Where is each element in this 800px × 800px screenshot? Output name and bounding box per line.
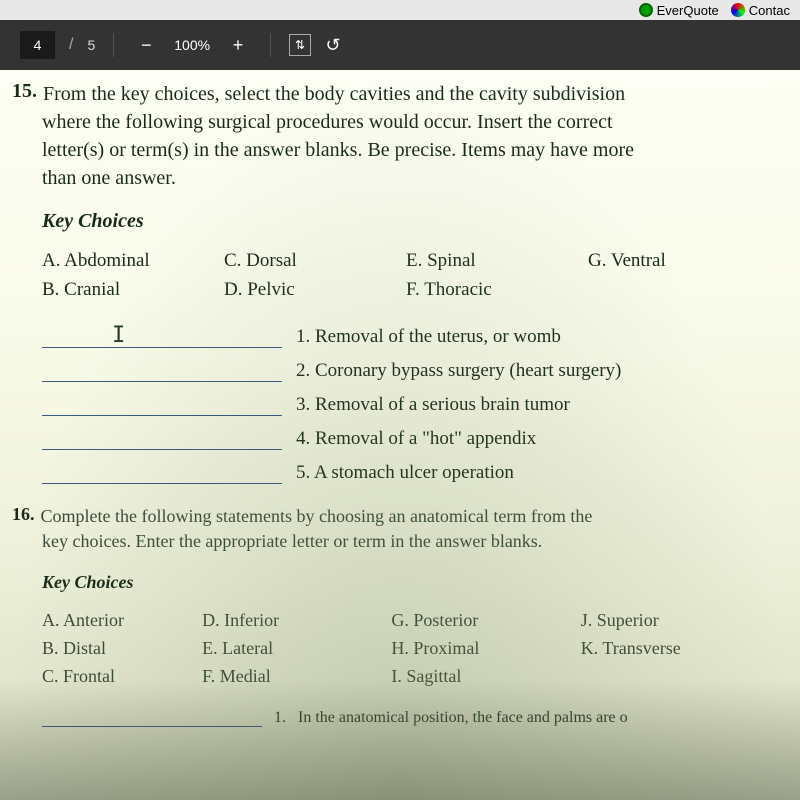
answer-row: I 1. Removal of the uterus, or womb xyxy=(42,326,770,348)
choice: A. Anterior xyxy=(42,607,202,635)
question-text-line: where the following surgical procedures … xyxy=(42,108,770,136)
choice: E. Spinal xyxy=(406,247,588,276)
question-15: 15. From the key choices, select the bod… xyxy=(12,80,770,484)
question-text-line: key choices. Enter the appropriate lette… xyxy=(42,529,770,554)
pdf-toolbar: / 5 − 100% + ⇅ ↺ xyxy=(0,20,800,70)
answer-row: 2. Coronary bypass surgery (heart surger… xyxy=(42,360,770,382)
tab-contact[interactable]: Contac xyxy=(731,3,790,18)
question-number: 15. xyxy=(12,80,37,108)
item-text: 2. Coronary bypass surgery (heart surger… xyxy=(296,360,621,382)
choice: I. Sagittal xyxy=(391,663,580,691)
item-text: 5. A stomach ulcer operation xyxy=(296,462,514,484)
question-text-line: letter(s) or term(s) in the answer blank… xyxy=(42,136,770,164)
tab-label: EverQuote xyxy=(657,3,719,18)
key-choices-title: Key Choices xyxy=(42,572,770,593)
key-choices-title: Key Choices xyxy=(42,210,770,233)
choice: D. Pelvic xyxy=(224,276,406,305)
tab-everquote[interactable]: EverQuote xyxy=(639,3,719,18)
item-number: 1. xyxy=(274,709,286,727)
fit-page-button[interactable]: ⇅ xyxy=(289,34,311,56)
item-text: 4. Removal of a "hot" appendix xyxy=(296,428,536,450)
question-text-line: than one answer. xyxy=(42,164,770,192)
answer-row: 5. A stomach ulcer operation xyxy=(42,462,770,484)
answer-blank[interactable]: I xyxy=(42,328,282,348)
divider xyxy=(270,33,271,57)
text-cursor-icon: I xyxy=(112,323,125,348)
partial-row: 1. In the anatomical position, the face … xyxy=(42,709,770,727)
choice: J. Superior xyxy=(581,607,770,635)
question-number: 16. xyxy=(12,504,35,529)
question-16: 16. Complete the following statements by… xyxy=(12,504,770,727)
answer-blank[interactable] xyxy=(42,430,282,450)
answer-row: 4. Removal of a "hot" appendix xyxy=(42,428,770,450)
choice: K. Transverse xyxy=(581,635,770,663)
key-choices-grid: A. AnteriorB. DistalC. Frontal D. Inferi… xyxy=(42,607,770,691)
contact-icon xyxy=(731,3,745,17)
zoom-in-button[interactable]: + xyxy=(224,31,252,59)
choice: H. Proximal xyxy=(391,635,580,663)
choice: B. Distal xyxy=(42,635,202,663)
answer-blank[interactable] xyxy=(42,396,282,416)
question-text-line: Complete the following statements by cho… xyxy=(41,504,593,529)
choice: A. Abdominal xyxy=(42,247,224,276)
rotate-button[interactable]: ↺ xyxy=(319,31,347,59)
browser-tabs: EverQuote Contac xyxy=(0,0,800,20)
key-choices-grid: A. AbdominalB. Cranial C. DorsalD. Pelvi… xyxy=(42,247,770,304)
tab-label: Contac xyxy=(749,3,790,18)
page-separator: / xyxy=(69,36,73,54)
page-number-input[interactable] xyxy=(20,31,55,59)
choice: C. Dorsal xyxy=(224,247,406,276)
choice: B. Cranial xyxy=(42,276,224,305)
choice: D. Inferior xyxy=(202,607,391,635)
choice: G. Posterior xyxy=(391,607,580,635)
item-text: 3. Removal of a serious brain tumor xyxy=(296,394,570,416)
choice: E. Lateral xyxy=(202,635,391,663)
choice: F. Thoracic xyxy=(406,276,588,305)
zoom-out-button[interactable]: − xyxy=(132,31,160,59)
zoom-value: 100% xyxy=(174,37,210,53)
choice: G. Ventral xyxy=(588,247,770,276)
page-total: 5 xyxy=(87,37,95,53)
answer-blank[interactable] xyxy=(42,709,262,727)
answer-row: 3. Removal of a serious brain tumor xyxy=(42,394,770,416)
question-text-line: From the key choices, select the body ca… xyxy=(43,80,625,108)
choice: F. Medial xyxy=(202,663,391,691)
item-text: 1. Removal of the uterus, or womb xyxy=(296,326,561,348)
answer-blank[interactable] xyxy=(42,362,282,382)
divider xyxy=(113,33,114,57)
answer-blank[interactable] xyxy=(42,464,282,484)
document-page: 15. From the key choices, select the bod… xyxy=(0,70,800,800)
choice: C. Frontal xyxy=(42,663,202,691)
everquote-icon xyxy=(639,3,653,17)
item-text: In the anatomical position, the face and… xyxy=(298,709,628,727)
